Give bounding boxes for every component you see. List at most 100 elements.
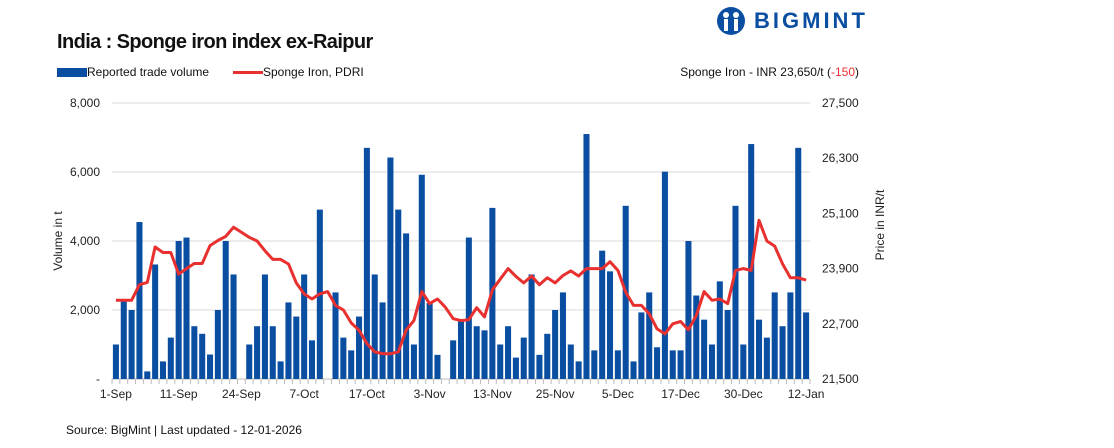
volume-bar: [567, 344, 574, 379]
volume-bar: [638, 312, 645, 379]
volume-bar: [144, 371, 151, 379]
right-tick-label: 25,100: [822, 206, 859, 220]
right-tick-label: 26,300: [822, 151, 859, 165]
volume-bar: [473, 326, 480, 379]
x-tick-label: 17-Oct: [349, 387, 386, 401]
volume-bar: [261, 274, 268, 379]
volume-bar: [669, 350, 676, 379]
volume-bar: [685, 241, 692, 379]
volume-bar: [536, 354, 543, 379]
volume-bar: [606, 271, 614, 379]
volume-bar: [787, 292, 794, 379]
volume-bar: [426, 303, 433, 379]
volume-bar: [756, 319, 763, 379]
x-tick-label: 30-Dec: [724, 387, 763, 401]
volume-bar: [207, 354, 214, 379]
volume-bar: [693, 295, 700, 379]
bigmint-logo: BIGMINT: [716, 6, 868, 36]
volume-bar: [403, 233, 410, 379]
volume-bar: [465, 237, 472, 379]
legend-swatch-bar: [57, 67, 87, 77]
right-axis-title: Price in INR/t: [873, 189, 887, 260]
volume-bar: [332, 292, 339, 379]
volume-bar: [763, 337, 770, 379]
volume-bar: [128, 310, 135, 379]
legend-label: Reported trade volume: [87, 65, 210, 79]
volume-bar: [285, 302, 292, 379]
volume-bar: [646, 292, 653, 379]
volume-bar: [661, 171, 668, 379]
volume-bar: [740, 344, 747, 379]
x-tick-label: 3-Nov: [414, 387, 446, 401]
volume-bar: [732, 205, 739, 379]
volume-bar: [301, 274, 308, 379]
volume-bar: [387, 157, 394, 379]
x-tick-label: 1-Sep: [100, 387, 132, 401]
volume-bar: [497, 344, 504, 379]
volume-bar: [410, 344, 417, 379]
price-summary: Sponge Iron - INR 23,650/t (-150): [680, 65, 859, 79]
right-tick-label: 22,700: [822, 317, 859, 331]
volume-bar: [277, 361, 284, 379]
source-note: Source: BigMint | Last updated - 12-01-2…: [66, 423, 302, 437]
x-tick-label: 24-Sep: [222, 387, 261, 401]
volume-bar: [230, 274, 237, 379]
volume-bar: [677, 350, 684, 379]
volume-bar: [724, 310, 731, 379]
volume-bar: [152, 264, 159, 379]
left-tick-label: 2,000: [70, 303, 100, 317]
x-tick-label: 11-Sep: [160, 387, 198, 401]
volume-bar: [214, 310, 221, 379]
volume-bar: [779, 326, 786, 379]
price-change: -150: [830, 65, 855, 79]
volume-bar: [481, 330, 488, 379]
x-tick-label: 5-Dec: [602, 387, 634, 401]
volume-bar: [599, 250, 606, 379]
x-tick-label: 13-Nov: [473, 387, 512, 401]
left-tick-label: 8,000: [70, 96, 100, 110]
legend-label: Sponge Iron, PDRI: [263, 65, 364, 79]
logo-text: BIGMINT: [754, 8, 868, 33]
volume-bar: [630, 361, 637, 379]
volume-bar: [418, 174, 425, 379]
volume-bar: [512, 357, 519, 379]
right-tick-label: 23,900: [822, 262, 859, 276]
chart-title: India : Sponge iron index ex-Raipur: [57, 31, 373, 53]
volume-bar: [269, 326, 276, 379]
volume-bar: [591, 350, 598, 379]
volume-bar: [708, 344, 715, 379]
legend-swatch-line: [233, 70, 263, 74]
volume-bar: [528, 274, 535, 379]
price-line: [115, 218, 807, 356]
volume-bar: [450, 340, 457, 379]
volume-bar: [120, 300, 127, 379]
volume-bar: [395, 209, 402, 379]
volume-bar: [159, 361, 166, 379]
volume-bar: [293, 316, 300, 379]
volume-bar: [363, 147, 370, 379]
volume-bar: [552, 310, 559, 379]
left-tick-label: 4,000: [70, 234, 100, 248]
volume-bar: [136, 222, 143, 379]
price-summary-close: ): [855, 65, 859, 79]
volume-bar: [379, 302, 386, 379]
volume-bar: [356, 316, 363, 379]
legend-item-price: Sponge Iron, PDRI: [233, 65, 364, 79]
volume-bar: [371, 274, 378, 379]
volume-bar: [308, 340, 316, 379]
left-tick-label: 6,000: [70, 165, 100, 179]
volume-bar: [183, 237, 190, 379]
volume-bar: [340, 337, 347, 379]
volume-bar: [254, 326, 261, 379]
x-tick-label: 25-Nov: [536, 387, 575, 401]
volume-bar: [716, 281, 723, 379]
volume-bar: [167, 337, 174, 379]
volume-bar: [191, 326, 198, 379]
x-tick-label: 7-Oct: [289, 387, 319, 401]
volume-bar: [803, 312, 810, 379]
volume-bar: [544, 333, 551, 379]
left-axis-title: Volume in t: [51, 211, 65, 271]
volume-bar: [559, 292, 566, 379]
price-summary-label: Sponge Iron - INR 23,650/t (: [680, 65, 831, 79]
